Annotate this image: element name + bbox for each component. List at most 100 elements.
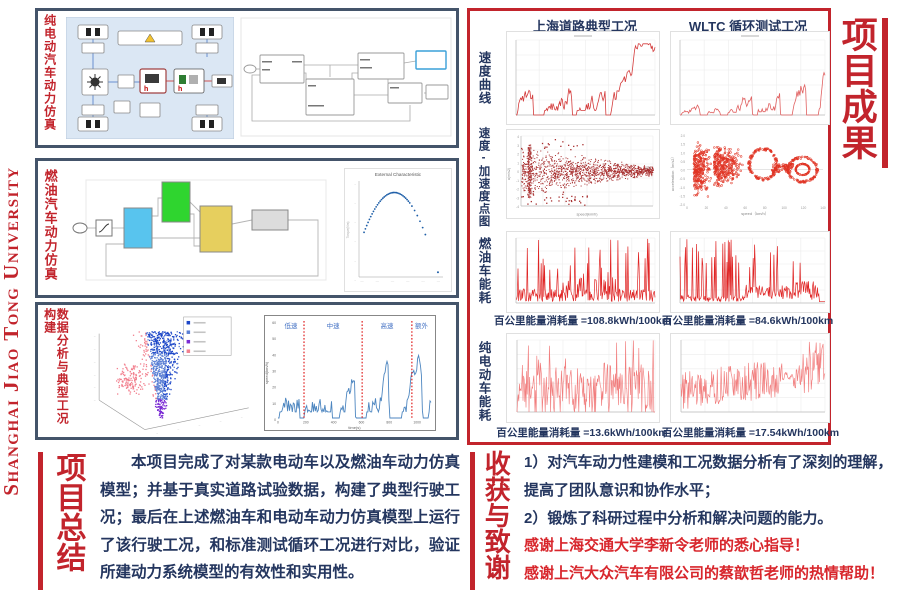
svg-text:50: 50 xyxy=(272,337,276,341)
svg-text:––: –– xyxy=(437,279,441,283)
scope-icon xyxy=(217,78,226,84)
svg-text:140: 140 xyxy=(820,206,826,210)
svg-text:-2.0: -2.0 xyxy=(680,203,686,207)
svg-text:30: 30 xyxy=(272,370,276,374)
caption-ev-shanghai: 百公里能量消耗量 =13.6kWh/100km xyxy=(496,427,668,439)
results-row-label-fuel-energy: 燃油车能耗 xyxy=(476,237,491,305)
svg-text:Torque(Nm): Torque(Nm) xyxy=(346,222,350,239)
svg-text:–: – xyxy=(354,240,356,244)
wheel-icons xyxy=(86,28,214,128)
svg-text:2: 2 xyxy=(517,153,519,157)
svg-text:acceleration（m/s2）: acceleration（m/s2） xyxy=(670,155,675,191)
svg-text:–: – xyxy=(354,259,356,263)
svg-text:-1.0: -1.0 xyxy=(680,186,686,190)
plot-wltc-fuel-energy xyxy=(670,231,830,313)
svg-text:10: 10 xyxy=(272,402,276,406)
output-block xyxy=(251,209,289,231)
svg-text:–: – xyxy=(220,419,222,423)
svg-text:中速: 中速 xyxy=(327,321,341,330)
fuel-diagram-connectors xyxy=(87,197,319,277)
svg-text:––: –– xyxy=(406,279,410,283)
university-name: Shanghai Jiao Tong University xyxy=(0,166,23,496)
plot-typical-driving-cycle: 低速 中速 高速 额外 60 50 40 30 20 10 0 0 200 400 600 800 1000 ti… xyxy=(264,315,436,431)
vehicle-block xyxy=(199,205,233,253)
svg-text:1.5: 1.5 xyxy=(681,143,686,147)
svg-text:额外: 额外 xyxy=(415,321,429,330)
plot-shanghai-ev-energy xyxy=(506,333,660,423)
panel-fuel-simulation: 燃油汽车动力仿真 xyxy=(35,158,459,298)
svg-text:2.0: 2.0 xyxy=(681,134,686,138)
harvest-title: 收获与致谢 xyxy=(481,450,512,580)
svg-text:–: – xyxy=(199,423,201,427)
panel-data-analysis-label: 数据分析与典型工况构建 xyxy=(42,308,70,425)
svg-text:–: – xyxy=(156,432,158,436)
harvest-line-1: 1）对汽车动力性建模和工况数据分析有了深刻的理解， xyxy=(524,454,893,471)
battery-icon xyxy=(179,75,186,84)
svg-text:speed(km/h): speed(km/h) xyxy=(264,361,269,384)
svg-text:h: h xyxy=(178,86,182,93)
caption-fuel-shanghai: 百公里能量消耗量 =108.8kWh/100km xyxy=(494,315,672,327)
simulink-ev-subsystem-diagram xyxy=(240,17,453,139)
svg-text:–: – xyxy=(354,182,356,186)
plot-shanghai-fuel-energy xyxy=(506,231,660,313)
harvest-thanks-2: 感谢上汽大众汽车有限公司的蔡歆哲老师的热情帮助！ xyxy=(524,565,885,582)
simulink-ev-diagram: h h xyxy=(66,17,234,139)
summary-title: 项目总结 xyxy=(51,452,85,572)
plot-wltc-speed-curve xyxy=(670,31,830,125)
svg-text:120: 120 xyxy=(646,166,652,170)
svg-text:––: –– xyxy=(391,279,395,283)
differential-gear-icon xyxy=(87,74,103,90)
harvest-line-3: 2）锻炼了科研过程中分析和解决问题的能力。 xyxy=(524,509,833,527)
svg-text:0.5: 0.5 xyxy=(681,160,686,164)
plot-shanghai-speed-accel-scatter: 4 3 2 1 0 -1 -2 -3 -4 a(m/s2) speed(km/h) 120 xyxy=(506,129,660,219)
svg-text:–: – xyxy=(94,386,96,390)
svg-text:40: 40 xyxy=(724,206,728,210)
svg-text:3: 3 xyxy=(517,144,519,148)
svg-text:0: 0 xyxy=(277,421,279,425)
warning-icon xyxy=(144,33,156,43)
svg-text:–: – xyxy=(94,347,96,351)
harvest-thanks-1: 感谢上海交通大学李新令老师的悉心指导！ xyxy=(524,537,810,555)
harvest-line-2: 提高了团队意识和协作水平； xyxy=(524,481,720,499)
svg-text:-3: -3 xyxy=(516,196,519,200)
panel-fuel-simulation-label: 燃油汽车动力仿真 xyxy=(42,169,58,281)
svg-text:-1: -1 xyxy=(516,179,519,183)
svg-text:60: 60 xyxy=(272,321,276,325)
svg-text:20: 20 xyxy=(272,386,276,390)
svg-text:speed（km/h）: speed（km/h） xyxy=(741,211,769,216)
results-row-label-speed-curve: 速度曲线 xyxy=(476,51,491,105)
svg-text:800: 800 xyxy=(386,421,392,425)
panel-ev-simulation-label: 纯电动汽车动力仿真 xyxy=(42,14,57,131)
panel-ev-simulation: 纯电动汽车动力仿真 xyxy=(35,8,459,148)
caption-ev-wltc: 百公里能量消耗量 =17.54kWh/100km xyxy=(662,427,840,439)
svg-text:0: 0 xyxy=(274,418,276,422)
subsystem-connectors xyxy=(251,60,426,122)
svg-text:––: –– xyxy=(376,279,380,283)
highlighted-block xyxy=(415,50,447,70)
svg-text:-0.5: -0.5 xyxy=(680,177,686,181)
svg-text:80: 80 xyxy=(763,206,767,210)
simulink-fuel-diagram xyxy=(66,168,340,290)
svg-text:–: – xyxy=(177,428,179,432)
results-accent-bar xyxy=(882,18,888,168)
svg-text:––: –– xyxy=(360,279,364,283)
svg-text:–: – xyxy=(94,360,96,364)
harvest-text: 1）对汽车动力性建模和工况数据分析有了深刻的理解， 提高了团队意识和协作水平； … xyxy=(524,449,898,588)
results-box: 上海道路典型工况 WLTC 循环测试工况 速度曲线 速度-加速度点图 燃油车能耗… xyxy=(467,8,840,445)
svg-text:External Characteristic: External Characteristic xyxy=(375,172,422,177)
svg-text:1: 1 xyxy=(517,161,519,165)
engine-block xyxy=(161,181,191,223)
svg-text:–: – xyxy=(94,398,96,402)
svg-text:speed(km/h): speed(km/h) xyxy=(576,213,598,217)
plot-external-characteristic: External Characteristic –– –– –– –– –– –– – – – – –… xyxy=(344,168,452,292)
svg-text:-1.5: -1.5 xyxy=(680,194,686,198)
svg-text:40: 40 xyxy=(272,353,276,357)
motor-icon xyxy=(145,74,159,83)
motor-h-glyph: h xyxy=(144,86,148,93)
caption-fuel-wltc: 百公里能量消耗量 =84.6kWh/100km xyxy=(662,315,834,327)
summary-body: 本项目完成了对某款电动车以及燃油车动力仿真模型；并基于真实道路试验数据，构建了典… xyxy=(100,454,460,582)
driver-block xyxy=(123,207,153,249)
svg-text:0.0: 0.0 xyxy=(681,169,686,173)
results-col-header-shanghai: 上海道路典型工况 xyxy=(532,19,637,34)
